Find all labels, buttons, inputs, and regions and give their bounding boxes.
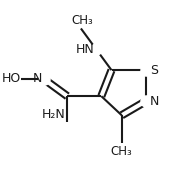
Text: N: N — [33, 72, 42, 85]
Text: HO: HO — [1, 72, 21, 85]
Text: CH₃: CH₃ — [111, 145, 133, 158]
Text: H₂N: H₂N — [42, 108, 66, 121]
Text: N: N — [150, 95, 159, 108]
Text: CH₃: CH₃ — [71, 14, 93, 27]
Text: S: S — [150, 64, 158, 77]
Text: HN: HN — [75, 43, 94, 56]
